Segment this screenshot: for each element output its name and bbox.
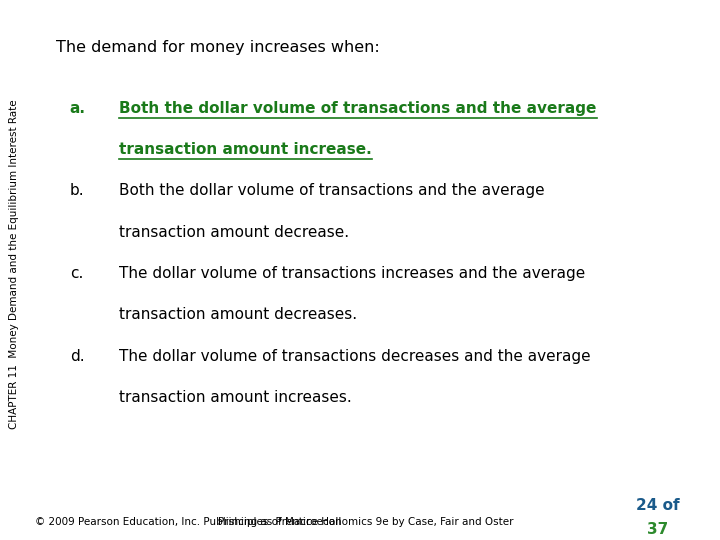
Text: 24 of: 24 of [636, 497, 680, 512]
Text: Principles of Macroeconomics 9e by Case, Fair and Oster: Principles of Macroeconomics 9e by Case,… [218, 517, 513, 527]
Text: a.: a. [70, 100, 86, 116]
Text: transaction amount decreases.: transaction amount decreases. [120, 307, 358, 322]
Text: The dollar volume of transactions decreases and the average: The dollar volume of transactions decrea… [120, 349, 591, 363]
Text: d.: d. [70, 349, 84, 363]
Text: 37: 37 [647, 522, 668, 537]
Text: transaction amount increase.: transaction amount increase. [120, 142, 372, 157]
Text: transaction amount decrease.: transaction amount decrease. [120, 225, 349, 240]
Text: b.: b. [70, 183, 84, 198]
Text: The dollar volume of transactions increases and the average: The dollar volume of transactions increa… [120, 266, 585, 281]
Text: Both the dollar volume of transactions and the average: Both the dollar volume of transactions a… [120, 100, 597, 116]
Text: transaction amount increases.: transaction amount increases. [120, 390, 352, 405]
Text: The demand for money increases when:: The demand for money increases when: [56, 40, 380, 55]
Text: CHAPTER 11  Money Demand and the Equilibrium Interest Rate: CHAPTER 11 Money Demand and the Equilibr… [9, 100, 19, 429]
Text: Both the dollar volume of transactions and the average: Both the dollar volume of transactions a… [120, 183, 545, 198]
Text: © 2009 Pearson Education, Inc. Publishing as Prentice Hall: © 2009 Pearson Education, Inc. Publishin… [35, 517, 342, 527]
Text: c.: c. [70, 266, 83, 281]
